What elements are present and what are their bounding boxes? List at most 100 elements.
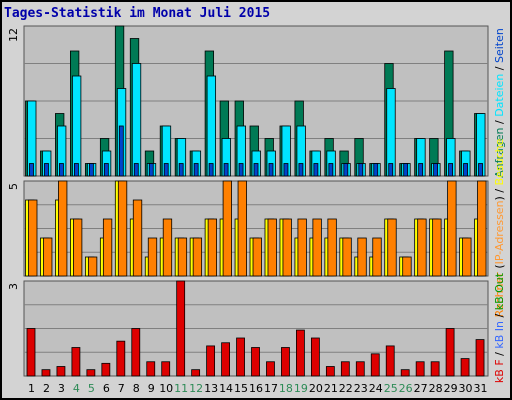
x-tick-label-day-2: 2 (43, 382, 50, 395)
bar-seiten-day-19 (298, 163, 304, 177)
bar-kbf-day-12 (191, 369, 201, 377)
x-tick-label-day-24: 24 (369, 382, 383, 395)
x-tick-label-day-6: 6 (103, 382, 110, 395)
x-tick-label-day-5: 5 (88, 382, 95, 395)
bar-rechner-day-12 (192, 237, 203, 277)
bar-seiten-day-13 (208, 163, 214, 177)
panel-2-ymax-label: 5 (7, 183, 20, 190)
x-tick-label-day-3: 3 (58, 382, 65, 395)
bar-seiten-day-26 (403, 163, 409, 177)
bar-rechner-day-25 (387, 218, 397, 277)
bar-seiten-day-28 (433, 163, 439, 177)
legend-entry: Seiten (493, 28, 506, 63)
bar-seiten-day-1 (29, 163, 34, 177)
bar-seiten-day-7 (118, 125, 124, 177)
legend-entry: Dateien (493, 74, 506, 117)
bar-kbf-day-5 (86, 369, 96, 377)
x-tick-label-day-25: 25 (384, 382, 398, 395)
bar-kbf-day-29 (445, 328, 455, 377)
legend-entry: IP-Adressen (493, 200, 506, 264)
bar-rechner-day-27 (417, 218, 427, 277)
bar-seiten-day-14 (223, 163, 229, 177)
bar-seiten-day-16 (253, 163, 259, 177)
bar-seiten-day-20 (313, 163, 319, 177)
panel-1-ymax-label: 12 (7, 28, 20, 42)
bar-kbf-day-23 (355, 361, 365, 377)
bar-seiten-day-3 (59, 163, 64, 177)
bar-seiten-day-9 (148, 163, 154, 177)
legend-entry: Besuche (493, 138, 506, 185)
panel-3-ymax-label: 3 (7, 283, 20, 290)
bar-rechner-day-17 (267, 218, 277, 277)
bar-kbf-day-27 (415, 361, 425, 377)
chart-title: Tages-Statistik im Monat Juli 2015 (4, 6, 271, 21)
x-tick-label-day-16: 16 (249, 382, 263, 395)
legend-entry: / (493, 310, 506, 321)
x-tick-label-day-26: 26 (399, 382, 413, 395)
bar-seiten-day-21 (328, 163, 334, 177)
bar-seiten-day-12 (193, 163, 199, 177)
bar-seiten-day-15 (238, 163, 244, 177)
bar-kbf-day-26 (400, 369, 410, 377)
legend-entry: kB In (493, 321, 506, 349)
x-tick-label-day-23: 23 (354, 382, 368, 395)
x-tick-label-day-17: 17 (264, 382, 278, 395)
panel-1-legend: Anfragen / Dateien / Seiten (493, 28, 506, 178)
bar-seiten-day-4 (74, 163, 79, 177)
x-tick-label-day-11: 11 (174, 382, 188, 395)
bar-kbf-day-31 (475, 339, 485, 377)
x-tick-label-day-29: 29 (444, 382, 458, 395)
x-tick-label-day-15: 15 (234, 382, 248, 395)
bar-seiten-day-25 (388, 163, 394, 177)
bar-seiten-day-11 (178, 163, 184, 177)
bar-seiten-day-6 (103, 163, 109, 177)
bar-dateien-day-8 (131, 63, 142, 177)
bar-rechner-day-1 (28, 199, 38, 277)
x-tick-label-day-14: 14 (219, 382, 233, 395)
bar-dateien-day-25 (386, 88, 396, 177)
bar-kbf-day-17 (266, 361, 275, 377)
bar-rechner-day-10 (162, 218, 173, 277)
legend-entry: Rechner (493, 272, 506, 318)
bar-seiten-day-5 (88, 163, 94, 177)
x-tick-label-day-9: 9 (148, 382, 155, 395)
x-tick-label-day-10: 10 (159, 382, 173, 395)
bar-rechner-day-29 (447, 180, 457, 277)
legend-entry: kB F (493, 359, 506, 383)
bar-seiten-day-8 (133, 163, 139, 177)
bar-kbf-day-25 (385, 345, 395, 377)
bar-kbf-day-9 (146, 361, 156, 377)
x-tick-label-day-13: 13 (204, 382, 218, 395)
bar-rechner-day-9 (147, 237, 158, 277)
bar-kbf-day-18 (281, 347, 290, 377)
x-tick-label-day-4: 4 (73, 382, 80, 395)
legend-entry: kB Out (493, 272, 506, 310)
bar-seiten-day-17 (268, 163, 274, 177)
bar-rechner-day-21 (327, 218, 337, 277)
x-tick-label-day-31: 31 (474, 382, 488, 395)
bar-kbf-day-7 (116, 340, 126, 377)
bar-seiten-day-30 (463, 163, 468, 177)
x-tick-label-day-19: 19 (294, 382, 308, 395)
bar-kbf-day-1 (26, 328, 36, 377)
legend-entry: ) / (493, 185, 506, 200)
x-tick-label-day-20: 20 (309, 382, 323, 395)
bar-kbf-day-6 (101, 362, 111, 377)
bar-rechner-day-15 (237, 180, 247, 277)
bar-rechner-day-13 (207, 218, 218, 277)
x-tick-label-day-18: 18 (279, 382, 293, 395)
bar-kbf-day-22 (340, 361, 350, 377)
bar-rechner-day-11 (177, 237, 188, 277)
bar-seiten-day-24 (373, 163, 379, 177)
bar-rechner-day-2 (43, 237, 53, 277)
bar-kbf-day-30 (460, 358, 470, 377)
bar-seiten-day-27 (418, 163, 424, 177)
bar-rechner-day-19 (297, 218, 307, 277)
bar-seiten-day-2 (44, 163, 49, 177)
x-tick-label-day-12: 12 (189, 382, 203, 395)
bar-rechner-day-20 (312, 218, 322, 277)
bar-rechner-day-28 (432, 218, 442, 277)
bar-rechner-day-3 (58, 180, 68, 277)
bar-rechner-day-30 (462, 237, 472, 277)
bar-kbf-day-15 (236, 337, 245, 377)
